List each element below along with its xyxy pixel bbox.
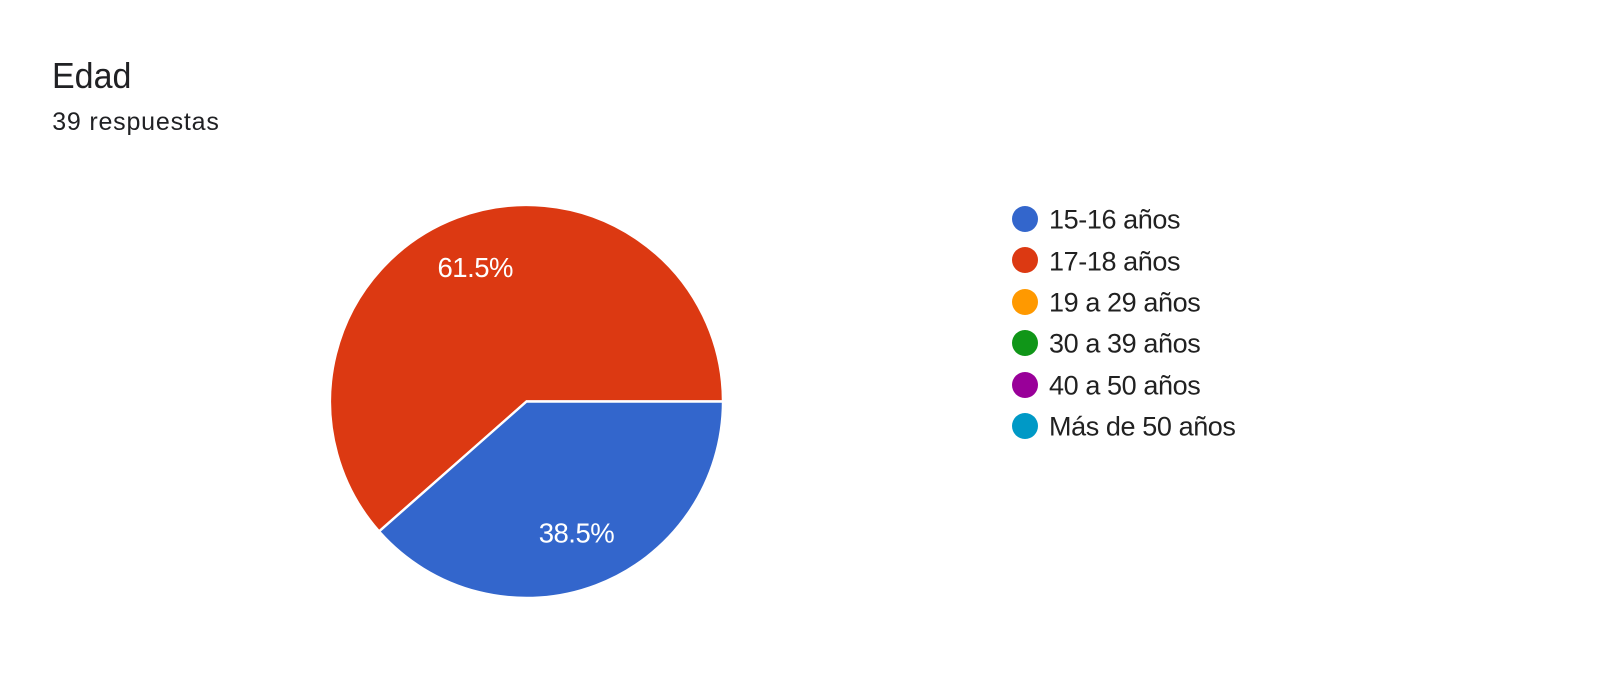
- svg-text:61.5%: 61.5%: [438, 252, 514, 283]
- svg-text:38.5%: 38.5%: [539, 518, 615, 549]
